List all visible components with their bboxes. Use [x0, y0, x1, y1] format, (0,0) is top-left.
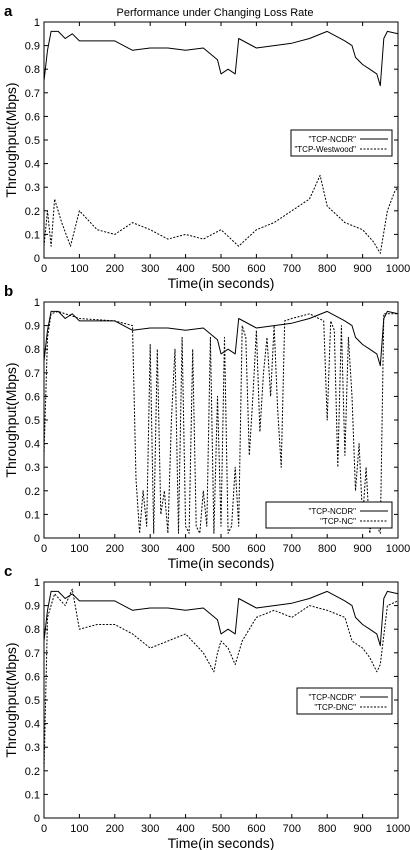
y-tick-label: 0.9	[25, 321, 40, 333]
series-line-1	[43, 30, 399, 87]
x-tick-label: 300	[141, 543, 159, 555]
series-line-2	[43, 310, 398, 534]
x-tick-label: 800	[318, 543, 336, 555]
legend-label: "TCP-DNC"	[314, 703, 356, 712]
series-line-2	[43, 174, 399, 254]
y-tick-label: 0.1	[25, 229, 40, 241]
legend-label: "TCP-NCDR"	[309, 507, 357, 516]
y-tick-label: 0.7	[25, 648, 40, 660]
series-line-1	[43, 590, 399, 647]
y-tick-label: 0.3	[25, 182, 40, 194]
y-tick-label: 0.5	[25, 415, 40, 427]
y-tick-label: 0.4	[25, 439, 40, 451]
x-tick-label: 700	[283, 543, 301, 555]
x-tick-label: 300	[141, 263, 159, 275]
x-tick-label: 900	[353, 263, 371, 275]
y-tick-label: 0.8	[25, 624, 40, 636]
x-axis-label: Time(in seconds)	[168, 835, 275, 850]
y-tick-label: 0.4	[25, 719, 40, 731]
x-tick-label: 0	[41, 543, 47, 555]
x-tick-label: 300	[141, 823, 159, 835]
y-tick-label: 1	[34, 577, 40, 589]
chart-panel-a: a 0 0.1 0.2 0.3 0.4 0.5 0.6 0.7 0.8 0.9 1 0 100 200 300…	[3, 3, 410, 291]
y-tick-label: 0.9	[25, 601, 40, 613]
y-tick-label: 0.9	[25, 41, 40, 53]
y-tick-label: 0.3	[25, 462, 40, 474]
legend: "TCP-NCDR""TCP-Westwood"	[290, 129, 393, 157]
x-axis-label: Time(in seconds)	[168, 275, 275, 291]
y-tick-label: 0.8	[25, 64, 40, 76]
y-tick-label: 0.6	[25, 671, 40, 683]
legend-label: "TCP-Westwood"	[294, 145, 356, 154]
y-axis-label: Throughput(Mbps)	[3, 642, 19, 757]
x-tick-label: 200	[106, 823, 124, 835]
panel-letter: c	[4, 563, 12, 580]
y-tick-label: 0	[34, 533, 40, 545]
x-tick-label: 900	[353, 823, 371, 835]
x-tick-label: 400	[176, 823, 194, 835]
panel-letter: b	[4, 283, 13, 300]
y-tick-label: 0.2	[25, 486, 40, 498]
x-tick-label: 800	[318, 263, 336, 275]
y-tick-label: 0.2	[25, 766, 40, 778]
legend-box	[290, 129, 393, 157]
panel-letter: a	[4, 3, 13, 20]
x-tick-label: 100	[70, 263, 88, 275]
y-tick-label: 0.1	[25, 789, 40, 801]
x-tick-label: 100	[70, 543, 88, 555]
x-tick-label: 200	[106, 543, 124, 555]
x-tick-label: 600	[247, 823, 265, 835]
y-axis-label: Throughput(Mbps)	[3, 82, 19, 197]
x-tick-label: 1000	[386, 823, 410, 835]
x-tick-label: 600	[247, 263, 265, 275]
y-tick-label: 0.4	[25, 159, 40, 171]
x-tick-label: 500	[212, 263, 230, 275]
x-tick-label: 600	[247, 543, 265, 555]
y-tick-label: 0	[34, 813, 40, 825]
legend-box	[296, 687, 393, 715]
x-tick-label: 100	[70, 823, 88, 835]
x-tick-label: 200	[106, 263, 124, 275]
chart-panel-c: c 0 0.1 0.2 0.3 0.4 0.5 0.6 0.7 0.8 0.9 1 0 100 200 300…	[3, 563, 410, 850]
y-axis-label: Throughput(Mbps)	[3, 362, 19, 477]
x-tick-label: 400	[176, 263, 194, 275]
x-tick-label: 1000	[386, 543, 410, 555]
legend: "TCP-NCDR""TCP-NC"	[265, 501, 393, 529]
legend-label: "TCP-NCDR"	[309, 135, 357, 144]
y-tick-label: 0.3	[25, 742, 40, 754]
x-axis-label: Time(in seconds)	[168, 555, 275, 571]
y-tick-label: 0.6	[25, 391, 40, 403]
y-tick-label: 0.1	[25, 509, 40, 521]
y-tick-label: 0.6	[25, 111, 40, 123]
x-tick-label: 700	[283, 263, 301, 275]
series-line-2	[43, 588, 399, 771]
legend-label: "TCP-NCDR"	[309, 693, 357, 702]
legend: "TCP-NCDR""TCP-DNC"	[296, 687, 393, 715]
x-tick-label: 800	[318, 823, 336, 835]
y-tick-label: 0.7	[25, 368, 40, 380]
y-tick-label: 0.8	[25, 344, 40, 356]
x-tick-label: 700	[283, 823, 301, 835]
chart-panel-b: b 0 0.1 0.2 0.3 0.4 0.5 0.6 0.7 0.8 0.9 1 0 100 200 300…	[3, 283, 410, 571]
y-tick-label: 1	[34, 17, 40, 29]
y-tick-label: 0.2	[25, 206, 40, 218]
x-tick-label: 0	[41, 823, 47, 835]
figure-title: Performance under Changing Loss Rate	[117, 7, 314, 19]
x-tick-label: 500	[212, 823, 230, 835]
legend-box	[265, 501, 393, 529]
y-tick-label: 1	[34, 297, 40, 309]
x-tick-label: 1000	[386, 263, 410, 275]
legend-label: "TCP-NC"	[320, 517, 356, 526]
x-tick-label: 900	[353, 543, 371, 555]
y-tick-label: 0.5	[25, 695, 40, 707]
x-tick-label: 500	[212, 543, 230, 555]
x-tick-label: 400	[176, 543, 194, 555]
y-tick-label: 0.7	[25, 88, 40, 100]
y-tick-label: 0	[34, 253, 40, 265]
x-tick-label: 0	[41, 263, 47, 275]
y-tick-label: 0.5	[25, 135, 40, 147]
